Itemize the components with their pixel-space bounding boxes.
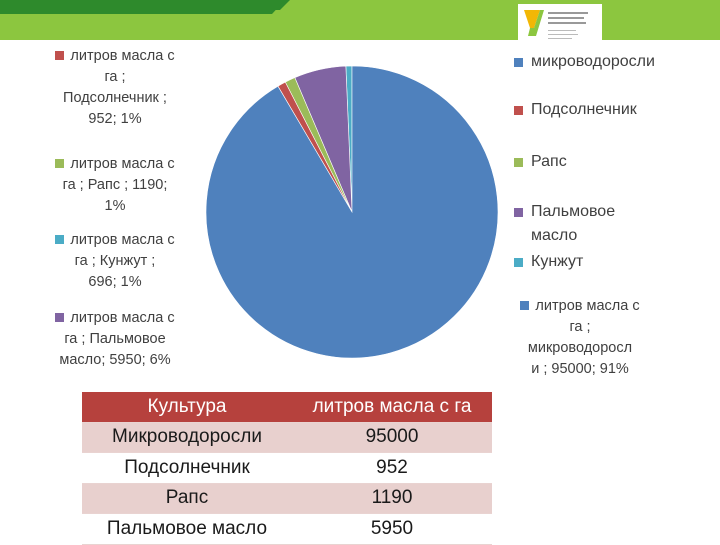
data-label-line: га ; xyxy=(104,69,126,85)
table-header-oil: литров масла с га xyxy=(292,392,492,423)
legend-swatch-microalgae xyxy=(514,58,523,67)
table-cell-oil: 1190 xyxy=(292,483,492,514)
header-dark-wedge xyxy=(0,0,285,14)
data-label-line: микроводоросл xyxy=(527,340,633,356)
data-label-line: масло; 5950; 6% xyxy=(59,352,171,368)
data-label-swatch xyxy=(55,159,65,168)
table-row: Микроводоросли 95000 xyxy=(82,422,492,453)
data-label-line: 952; 1% xyxy=(88,111,142,127)
data-label-swatch xyxy=(520,301,530,310)
data-label-line: литров масла с xyxy=(30,308,200,329)
legend-label-palm-oil: Пальмовое масло xyxy=(531,203,616,244)
data-label-line: литров масла с xyxy=(30,230,200,251)
table-row: Подсолнечник 952 xyxy=(82,452,492,484)
legend-label-rapeseed: Рапс xyxy=(531,153,567,170)
table-cell-crop: Микроводоросли xyxy=(82,422,292,453)
data-label-line: литров масла с xyxy=(500,296,660,317)
legend-item-palm-oil: Пальмовое масло xyxy=(514,200,634,248)
data-label-swatch xyxy=(55,313,65,322)
university-logo xyxy=(518,6,598,46)
legend-item-sunflower: Подсолнечник xyxy=(514,98,714,122)
table-cell-oil: 952 xyxy=(292,452,492,484)
table-cell-oil: 95000 xyxy=(292,422,492,453)
data-label-swatch xyxy=(55,51,65,60)
legend-item-sesame: Кунжут xyxy=(514,250,714,274)
data-label-line: 1% xyxy=(104,198,126,214)
data-label-line: 696; 1% xyxy=(88,274,142,290)
data-label-rapeseed: литров масла с га ; Рапс ; 1190; 1% xyxy=(30,154,200,217)
legend-label-sesame: Кунжут xyxy=(531,253,584,270)
data-label-microalgae: литров масла с га ; микроводоросл и ; 95… xyxy=(500,296,660,380)
legend-swatch-rapeseed xyxy=(514,158,523,167)
data-label-sunflower: литров масла с га ; Подсолнечник ; 952; … xyxy=(30,46,200,130)
data-label-swatch xyxy=(55,235,65,244)
legend-item-rapeseed: Рапс xyxy=(514,150,714,174)
table-cell-crop: Подсолнечник xyxy=(82,452,292,484)
table-cell-crop: Пальмовое масло xyxy=(82,513,292,545)
data-label-palm-oil: литров масла с га ; Пальмовое масло; 595… xyxy=(30,308,200,371)
table-row: Пальмовое масло 5950 xyxy=(82,513,492,545)
legend-label-sunflower: Подсолнечник xyxy=(531,101,637,118)
data-label-line: га ; Кунжут ; xyxy=(74,253,156,269)
crop-oil-table: Культура литров масла с га Микроводоросл… xyxy=(82,392,492,545)
table-row: Рапс 1190 xyxy=(82,483,492,514)
data-label-line: и ; 95000; 91% xyxy=(531,361,629,377)
data-label-line: га ; xyxy=(569,319,591,335)
legend-item-microalgae: микроводоросли xyxy=(514,50,714,74)
data-label-line: литров масла с xyxy=(30,154,200,175)
table-cell-crop: Рапс xyxy=(82,483,292,514)
pie-slice-микроводоросли xyxy=(205,65,499,359)
data-label-line: литров масла с xyxy=(30,46,200,67)
data-label-line: га ; Рапс ; 1190; xyxy=(62,177,168,193)
legend-swatch-palm-oil xyxy=(514,208,523,217)
table-cell-oil: 5950 xyxy=(292,513,492,545)
legend-swatch-sunflower xyxy=(514,106,523,115)
legend-swatch-sesame xyxy=(514,258,523,267)
table-header-crop: Культура xyxy=(82,392,292,423)
logo-mark xyxy=(524,10,588,39)
table-header-row: Культура литров масла с га xyxy=(82,392,492,423)
data-label-sesame: литров масла с га ; Кунжут ; 696; 1% xyxy=(30,230,200,293)
data-label-line: Подсолнечник ; xyxy=(63,90,167,106)
legend-label-microalgae: микроводоросли xyxy=(531,53,655,70)
data-label-line: га ; Пальмовое xyxy=(64,331,166,347)
